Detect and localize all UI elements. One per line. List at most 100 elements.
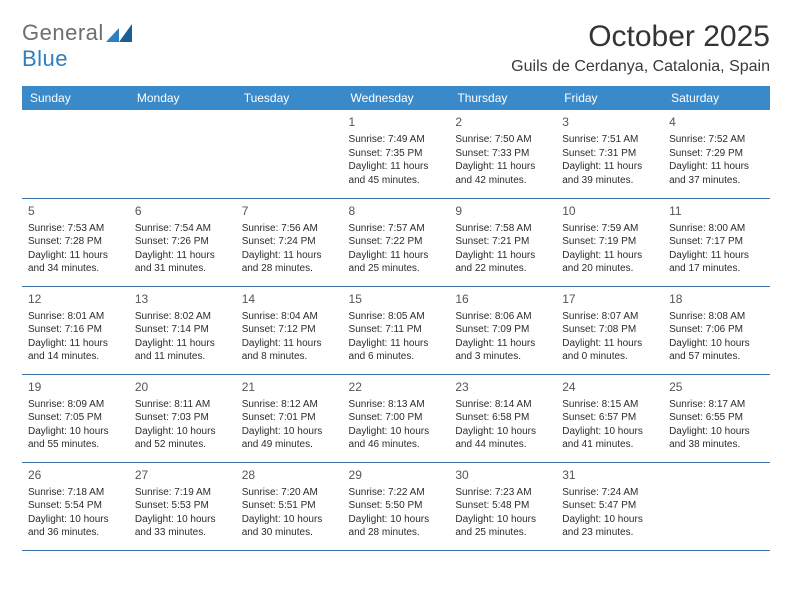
- day-cell: [236, 110, 343, 198]
- dow-tuesday: Tuesday: [236, 86, 343, 110]
- day-cell: 19Sunrise: 8:09 AMSunset: 7:05 PMDayligh…: [22, 374, 129, 462]
- day-number: 1: [349, 114, 444, 130]
- sunset-text: Sunset: 7:29 PM: [669, 147, 764, 161]
- day-cell: 16Sunrise: 8:06 AMSunset: 7:09 PMDayligh…: [449, 286, 556, 374]
- day-number: 16: [455, 291, 550, 307]
- day-number: 9: [455, 203, 550, 219]
- sunset-text: Sunset: 7:17 PM: [669, 235, 764, 249]
- day-cell: 23Sunrise: 8:14 AMSunset: 6:58 PMDayligh…: [449, 374, 556, 462]
- day-number: 19: [28, 379, 123, 395]
- sunrise-text: Sunrise: 7:53 AM: [28, 222, 123, 236]
- sunset-text: Sunset: 7:21 PM: [455, 235, 550, 249]
- sunrise-text: Sunrise: 7:56 AM: [242, 222, 337, 236]
- daylight-text: Daylight: 11 hours: [562, 160, 657, 174]
- day-number: 12: [28, 291, 123, 307]
- day-number: 13: [135, 291, 230, 307]
- daylight-text: Daylight: 10 hours: [242, 513, 337, 527]
- sunrise-text: Sunrise: 7:50 AM: [455, 133, 550, 147]
- day-cell: 17Sunrise: 8:07 AMSunset: 7:08 PMDayligh…: [556, 286, 663, 374]
- sunrise-text: Sunrise: 8:01 AM: [28, 310, 123, 324]
- daylight-text: and 3 minutes.: [455, 350, 550, 364]
- week-row: 12Sunrise: 8:01 AMSunset: 7:16 PMDayligh…: [22, 286, 770, 374]
- daylight-text: and 41 minutes.: [562, 438, 657, 452]
- day-number: 11: [669, 203, 764, 219]
- daylight-text: Daylight: 11 hours: [562, 249, 657, 263]
- day-cell: 6Sunrise: 7:54 AMSunset: 7:26 PMDaylight…: [129, 198, 236, 286]
- day-number: 8: [349, 203, 444, 219]
- sunset-text: Sunset: 6:55 PM: [669, 411, 764, 425]
- daylight-text: and 6 minutes.: [349, 350, 444, 364]
- header: General Blue October 2025 Guils de Cerda…: [22, 20, 770, 76]
- day-number: 25: [669, 379, 764, 395]
- weeks-body: 1Sunrise: 7:49 AMSunset: 7:35 PMDaylight…: [22, 110, 770, 550]
- day-cell: 9Sunrise: 7:58 AMSunset: 7:21 PMDaylight…: [449, 198, 556, 286]
- day-number: 5: [28, 203, 123, 219]
- daylight-text: Daylight: 11 hours: [28, 337, 123, 351]
- day-number: 27: [135, 467, 230, 483]
- daylight-text: and 44 minutes.: [455, 438, 550, 452]
- day-number: 31: [562, 467, 657, 483]
- daylight-text: Daylight: 11 hours: [349, 337, 444, 351]
- brand-part1: General: [22, 20, 104, 45]
- day-number: 24: [562, 379, 657, 395]
- day-number: 17: [562, 291, 657, 307]
- day-cell: 25Sunrise: 8:17 AMSunset: 6:55 PMDayligh…: [663, 374, 770, 462]
- day-cell: 13Sunrise: 8:02 AMSunset: 7:14 PMDayligh…: [129, 286, 236, 374]
- day-cell: [22, 110, 129, 198]
- sunset-text: Sunset: 5:54 PM: [28, 499, 123, 513]
- daylight-text: Daylight: 10 hours: [135, 425, 230, 439]
- location-text: Guils de Cerdanya, Catalonia, Spain: [511, 58, 770, 76]
- day-cell: 26Sunrise: 7:18 AMSunset: 5:54 PMDayligh…: [22, 462, 129, 550]
- daylight-text: and 36 minutes.: [28, 526, 123, 540]
- day-number: 30: [455, 467, 550, 483]
- daylight-text: and 22 minutes.: [455, 262, 550, 276]
- calendar-table: Sunday Monday Tuesday Wednesday Thursday…: [22, 86, 770, 551]
- brand-logo: General Blue: [22, 20, 132, 72]
- daylight-text: and 52 minutes.: [135, 438, 230, 452]
- sunset-text: Sunset: 7:00 PM: [349, 411, 444, 425]
- dow-wednesday: Wednesday: [343, 86, 450, 110]
- brand-mark-icon: [106, 22, 132, 40]
- week-row: 5 Sunrise: 7:53 AMSunset: 7:28 PM Daylight…: [22, 198, 770, 286]
- week-row: 19Sunrise: 8:09 AMSunset: 7:05 PMDayligh…: [22, 374, 770, 462]
- sunset-text: Sunset: 5:47 PM: [562, 499, 657, 513]
- sunrise-text: Sunrise: 8:08 AM: [669, 310, 764, 324]
- daylight-text: Daylight: 11 hours: [135, 249, 230, 263]
- sunset-text: Sunset: 7:05 PM: [28, 411, 123, 425]
- day-cell: 18Sunrise: 8:08 AMSunset: 7:06 PMDayligh…: [663, 286, 770, 374]
- sunrise-text: Sunrise: 8:04 AM: [242, 310, 337, 324]
- daylight-text: and 34 minutes.: [28, 262, 123, 276]
- dow-monday: Monday: [129, 86, 236, 110]
- sunset-text: Sunset: 7:11 PM: [349, 323, 444, 337]
- sunrise-text: Sunrise: 7:54 AM: [135, 222, 230, 236]
- day-number: 21: [242, 379, 337, 395]
- daylight-text: Daylight: 10 hours: [242, 425, 337, 439]
- day-number: 10: [562, 203, 657, 219]
- sunrise-text: Sunrise: 8:02 AM: [135, 310, 230, 324]
- daylight-text: and 49 minutes.: [242, 438, 337, 452]
- day-cell: 29Sunrise: 7:22 AMSunset: 5:50 PMDayligh…: [343, 462, 450, 550]
- day-cell: 4Sunrise: 7:52 AMSunset: 7:29 PMDaylight…: [663, 110, 770, 198]
- daylight-text: and 0 minutes.: [562, 350, 657, 364]
- daylight-text: and 39 minutes.: [562, 174, 657, 188]
- sunrise-text: Sunrise: 7:59 AM: [562, 222, 657, 236]
- month-title: October 2025: [511, 20, 770, 54]
- sunset-text: Sunset: 7:31 PM: [562, 147, 657, 161]
- sunset-text: Sunset: 7:28 PM: [28, 235, 123, 249]
- sunset-text: Sunset: 5:48 PM: [455, 499, 550, 513]
- sunset-text: Sunset: 7:26 PM: [135, 235, 230, 249]
- day-cell: 12Sunrise: 8:01 AMSunset: 7:16 PMDayligh…: [22, 286, 129, 374]
- daylight-text: Daylight: 11 hours: [455, 249, 550, 263]
- daylight-text: Daylight: 10 hours: [669, 337, 764, 351]
- sunrise-text: Sunrise: 7:51 AM: [562, 133, 657, 147]
- daylight-text: and 31 minutes.: [135, 262, 230, 276]
- day-number: 2: [455, 114, 550, 130]
- day-cell: 7Sunrise: 7:56 AMSunset: 7:24 PMDaylight…: [236, 198, 343, 286]
- daylight-text: and 46 minutes.: [349, 438, 444, 452]
- sunrise-text: Sunrise: 7:18 AM: [28, 486, 123, 500]
- daylight-text: and 25 minutes.: [455, 526, 550, 540]
- daylight-text: and 11 minutes.: [135, 350, 230, 364]
- sunrise-text: Sunrise: 8:12 AM: [242, 398, 337, 412]
- dow-saturday: Saturday: [663, 86, 770, 110]
- daylight-text: Daylight: 10 hours: [562, 425, 657, 439]
